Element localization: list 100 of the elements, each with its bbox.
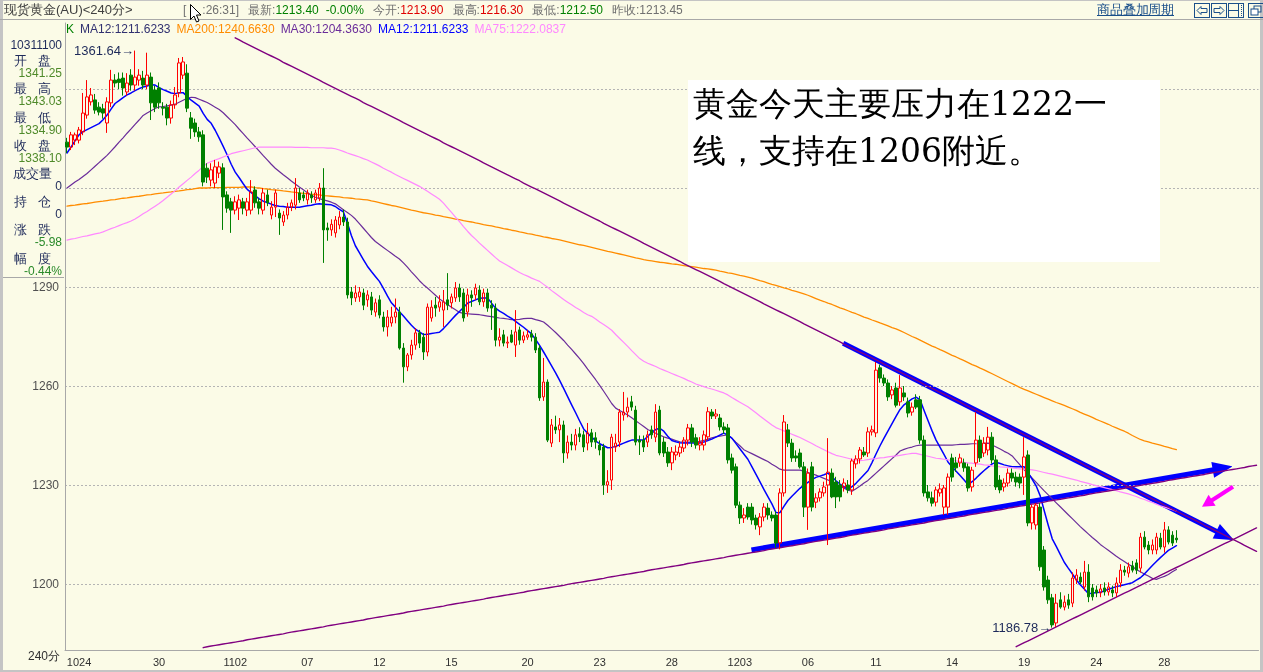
candlestick [1163, 521, 1166, 554]
candlestick [910, 402, 914, 417]
candlestick [462, 288, 465, 323]
text: 10311100 [9, 38, 62, 52]
candlestick [874, 361, 878, 438]
candlestick [278, 208, 281, 236]
text: 开 盘 [12, 52, 52, 69]
candlestick [366, 289, 369, 308]
candlestick [1107, 581, 1110, 597]
candlestick [1155, 532, 1158, 555]
candlestick [310, 190, 313, 204]
candlestick [602, 443, 605, 496]
x-tick-label: 30 [152, 655, 166, 668]
candlestick [630, 395, 633, 412]
candlestick [185, 63, 189, 113]
candlestick [898, 374, 902, 407]
legend-label: MA12:1211.6233 [80, 22, 171, 37]
text: 收 盘 [12, 136, 53, 153]
text: 幅 度 [12, 249, 53, 266]
candlestick [862, 446, 866, 458]
candlestick [69, 131, 73, 151]
candlestick [65, 137, 69, 154]
text: 商品叠加 [1097, 2, 1149, 18]
annotation: 黄金今天主要压力在1222一线，支持在1206附近。 [693, 83, 1108, 172]
candlestick [1135, 558, 1138, 575]
candlestick [394, 298, 397, 324]
x-tick-label: 15 [445, 655, 458, 668]
x-axis-title: 240分 [26, 648, 60, 665]
candlestick [1111, 585, 1114, 598]
candlestick [562, 420, 565, 464]
text: [ [183, 2, 187, 18]
candlestick [514, 309, 517, 358]
text: -5.98 [33, 235, 62, 250]
candlestick [774, 510, 778, 549]
candlestick [654, 403, 657, 443]
text: MA200:1240.6630 [176, 22, 275, 37]
candlestick [302, 190, 305, 202]
candlestick [93, 93, 97, 115]
candlestick [810, 461, 814, 512]
candlestick [241, 197, 245, 215]
candlestick [678, 441, 682, 458]
text: 1213.40 [275, 2, 319, 18]
candlestick [249, 179, 253, 215]
text: 1212.50 [559, 2, 604, 18]
text: 1213.90 [400, 2, 444, 18]
candlestick [842, 477, 846, 493]
candlestick [506, 336, 509, 349]
x-tick-label: 12 [373, 655, 386, 668]
candlestick [1006, 468, 1010, 488]
candlestick [141, 70, 145, 90]
candlestick [261, 187, 265, 215]
y-tick-label: 1200 [32, 577, 60, 591]
text: 0 [54, 179, 62, 193]
text: 周期 [1148, 2, 1174, 18]
candlestick [478, 284, 481, 306]
text: :26:31] [202, 2, 240, 18]
candlestick [201, 129, 205, 187]
candlestick [149, 72, 153, 121]
chart-title: 现货黄金(AU)<240分> [4, 2, 133, 18]
candlestick [358, 286, 361, 303]
candlestick [766, 502, 770, 521]
candlestick [434, 296, 437, 318]
candlestick [334, 215, 337, 238]
y-tick-label: 1290 [32, 280, 60, 294]
candlestick [362, 288, 365, 311]
candlestick [1026, 449, 1030, 527]
candlestick [1087, 563, 1090, 603]
candlestick [890, 385, 894, 400]
candlestick [586, 422, 589, 451]
candlestick [906, 397, 910, 418]
x-tick-label: 28 [665, 655, 678, 668]
candlestick [806, 468, 810, 531]
candlestick [322, 167, 325, 264]
candlestick [970, 466, 974, 493]
candlestick [266, 189, 269, 207]
candlestick [958, 453, 962, 468]
candlestick [858, 446, 862, 465]
candlestick [1022, 436, 1026, 496]
candlestick [750, 502, 754, 526]
candlestick [1059, 591, 1062, 610]
candlestick [570, 433, 573, 451]
candlestick [1018, 472, 1022, 489]
line-series [66, 186, 1178, 451]
candlestick [522, 331, 525, 344]
text: 最 高 [12, 80, 52, 97]
x-tick-label: 19 [1018, 655, 1031, 668]
candlestick [606, 469, 609, 494]
candlestick [370, 291, 373, 316]
x-tick-label: 24 [1090, 655, 1103, 668]
x-tick-label: 23 [593, 655, 606, 668]
candlestick [442, 289, 445, 328]
candlestick [1010, 468, 1014, 483]
candlestick [742, 507, 746, 524]
text: 1213.45 [639, 2, 683, 18]
candlestick [610, 433, 613, 491]
candlestick [814, 492, 818, 509]
candlestick [550, 418, 553, 448]
candlestick [566, 435, 569, 460]
candlestick [526, 329, 529, 341]
text: -0.00% [325, 2, 364, 18]
